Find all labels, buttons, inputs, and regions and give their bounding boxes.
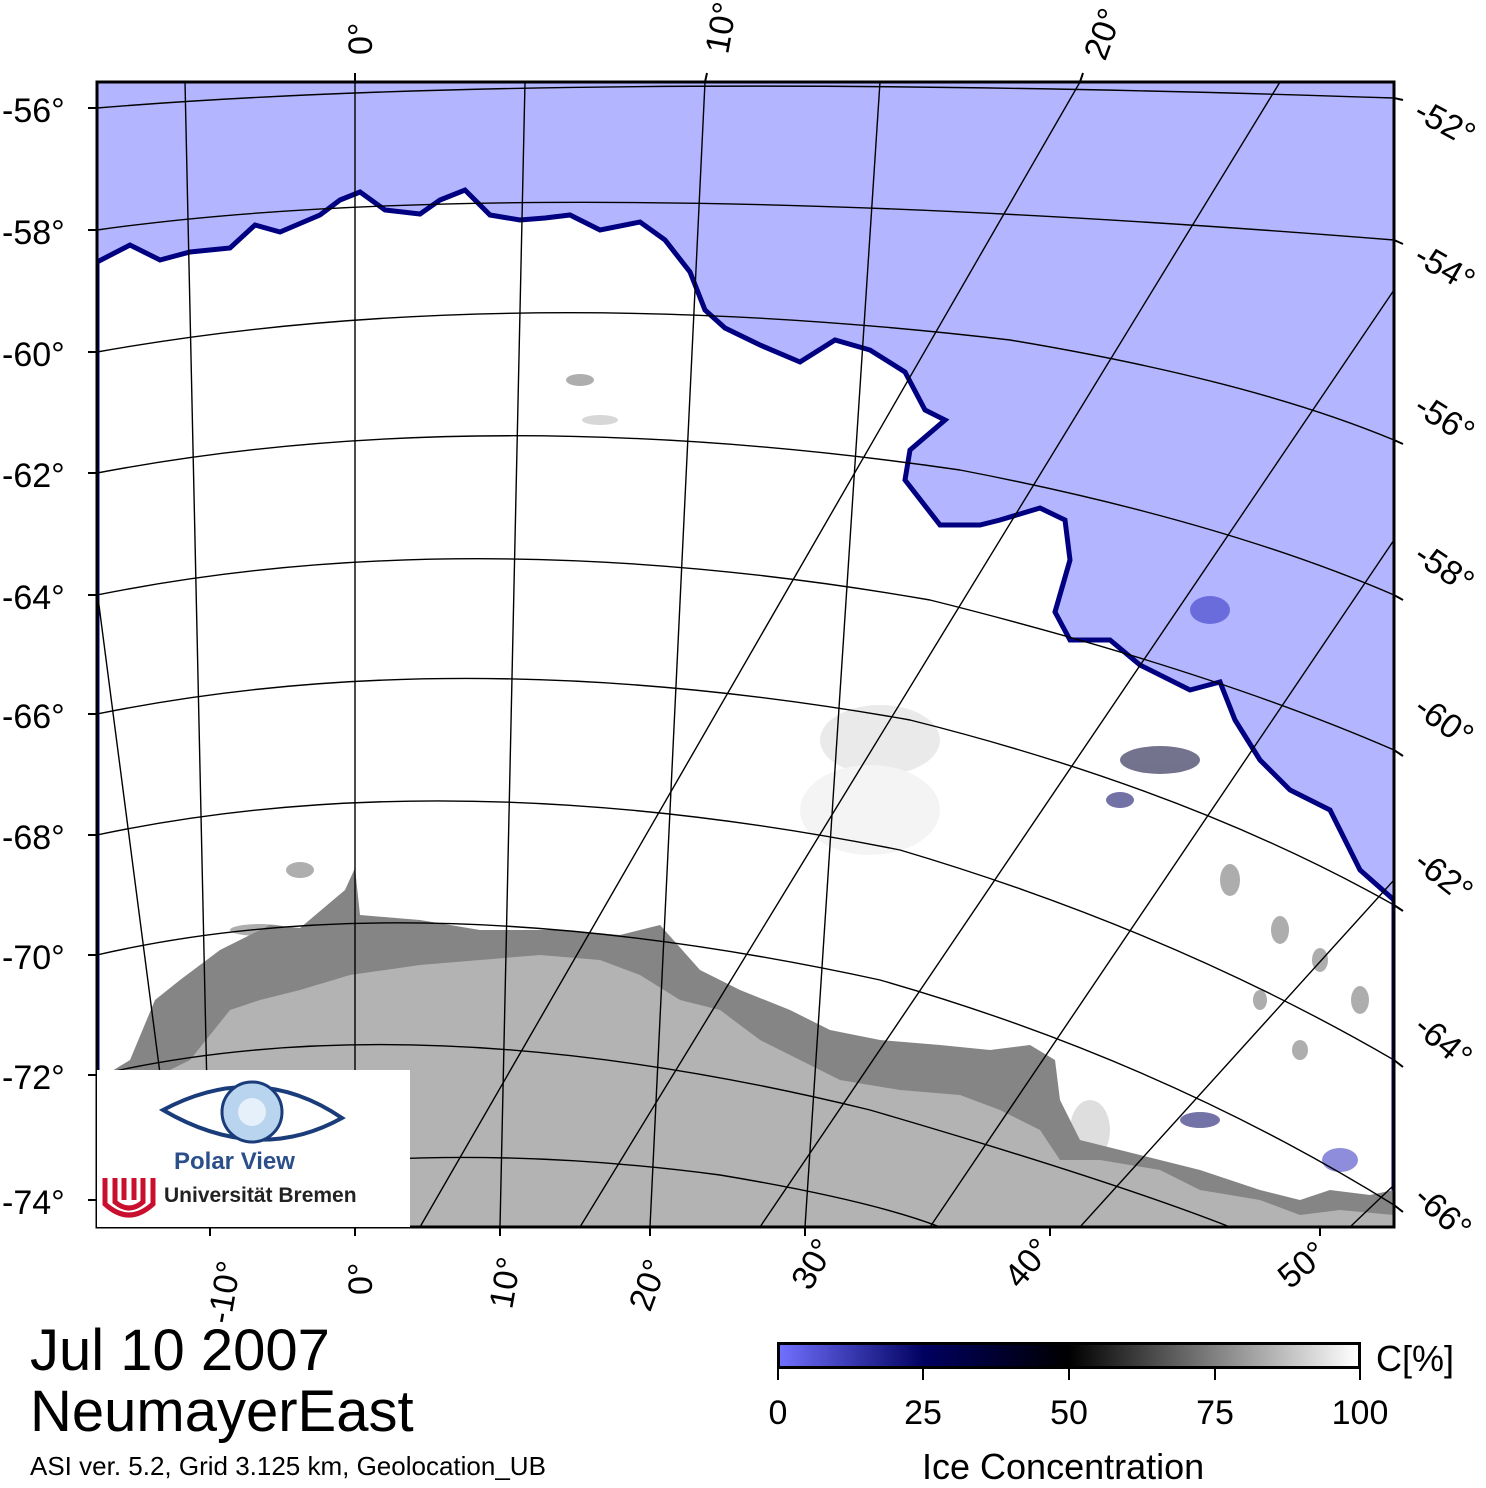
universitaet-bremen-logo-icon	[102, 1178, 156, 1218]
colorbar-tick	[922, 1368, 924, 1380]
latitude-line	[97, 201, 1394, 241]
latitude-line	[97, 922, 1394, 1206]
colorbar-tick-label: 100	[1331, 1394, 1389, 1432]
lon-label: 40°	[997, 1231, 1059, 1295]
logo-panel	[97, 1070, 410, 1227]
lat-label: -62°	[1407, 842, 1480, 911]
lat-label: -64°	[2, 579, 65, 617]
logo-name: Polar View	[174, 1148, 295, 1175]
lon-label: 20°	[1077, 3, 1130, 64]
top-longitude-labels: 0° 10° 20°	[342, 0, 1130, 65]
longitude-line	[579, 82, 1281, 1227]
lon-label: 50°	[1271, 1234, 1335, 1296]
lat-label: -56°	[2, 92, 65, 130]
colorbar-title: Ice Concentration	[922, 1446, 1205, 1487]
longitude-line	[649, 82, 706, 1227]
lon-label: 30°	[784, 1232, 843, 1296]
logo-institution: Universität Bremen	[164, 1184, 357, 1207]
colorbar	[777, 1342, 1361, 1369]
colorbar-unit: C[%]	[1376, 1338, 1455, 1379]
latitude-line	[97, 558, 1394, 751]
lon-label: 0°	[342, 22, 380, 55]
lat-label: -66°	[2, 698, 65, 736]
longitude-line	[759, 289, 1394, 1227]
lon-label: 10°	[482, 1254, 528, 1311]
colorbar-tick	[1068, 1368, 1070, 1380]
latitude-line	[97, 800, 1394, 1061]
latitude-line	[97, 677, 1394, 906]
tick-marks	[88, 72, 1404, 1236]
latitude-line	[97, 1043, 1231, 1227]
colorbar-tick	[777, 1368, 779, 1380]
lat-label: -62°	[2, 457, 65, 495]
bottom-longitude-labels: -10° 0° 10° 20° 30° 40° 50°	[200, 1231, 1334, 1326]
colorbar-tick	[1214, 1368, 1216, 1380]
lat-label: -70°	[2, 939, 65, 977]
colorbar-tick-label: 25	[904, 1394, 942, 1432]
lat-label: -64°	[1407, 1007, 1479, 1076]
left-latitude-labels: -56° -58° -60° -62° -64° -66° -68° -70° …	[2, 92, 65, 1222]
lon-label: -10°	[200, 1258, 248, 1326]
colorbar-tick-label: 75	[1196, 1394, 1234, 1432]
longitude-line	[1079, 879, 1394, 1227]
lat-label: -60°	[2, 336, 65, 374]
longitude-line	[499, 82, 526, 1227]
lat-label: -58°	[1408, 535, 1481, 602]
lat-label: -56°	[1408, 387, 1481, 452]
product-info: ASI ver. 5.2, Grid 3.125 km, Geolocation…	[30, 1451, 546, 1481]
region-name: NeumayerEast	[30, 1379, 414, 1444]
lat-label: -66°	[1407, 1178, 1479, 1248]
lat-label: -52°	[1408, 92, 1481, 155]
longitude-line	[1349, 1184, 1394, 1227]
lat-label: -72°	[2, 1059, 65, 1097]
lat-label: -60°	[1407, 688, 1480, 756]
lat-label: -54°	[1408, 236, 1481, 300]
lon-label: 10°	[698, 0, 744, 56]
longitude-line	[419, 82, 1081, 1227]
ice-texture	[230, 374, 1369, 1172]
colorbar-tick-label: 50	[1050, 1394, 1088, 1432]
colorbar-tick-label: 0	[768, 1394, 788, 1432]
map-frame	[95, 80, 1396, 1229]
polar-view-eye-icon	[158, 1080, 346, 1144]
longitude-line	[929, 539, 1394, 1227]
latitude-line	[97, 85, 1394, 109]
map-date: Jul 10 2007	[30, 1318, 330, 1383]
right-latitude-labels: -52° -54° -56° -58° -60° -62° -64° -66°	[1407, 92, 1482, 1248]
lat-label: -68°	[2, 819, 65, 857]
lat-label: -58°	[2, 214, 65, 252]
longitude-line	[804, 82, 881, 1227]
latitude-line	[97, 435, 1394, 596]
colorbar-tick	[1359, 1368, 1361, 1380]
lon-label: 20°	[622, 1254, 675, 1315]
lon-label: 0°	[342, 1262, 380, 1295]
lat-label: -74°	[2, 1184, 65, 1222]
land	[97, 955, 1394, 1227]
longitude-line	[184, 82, 211, 1227]
